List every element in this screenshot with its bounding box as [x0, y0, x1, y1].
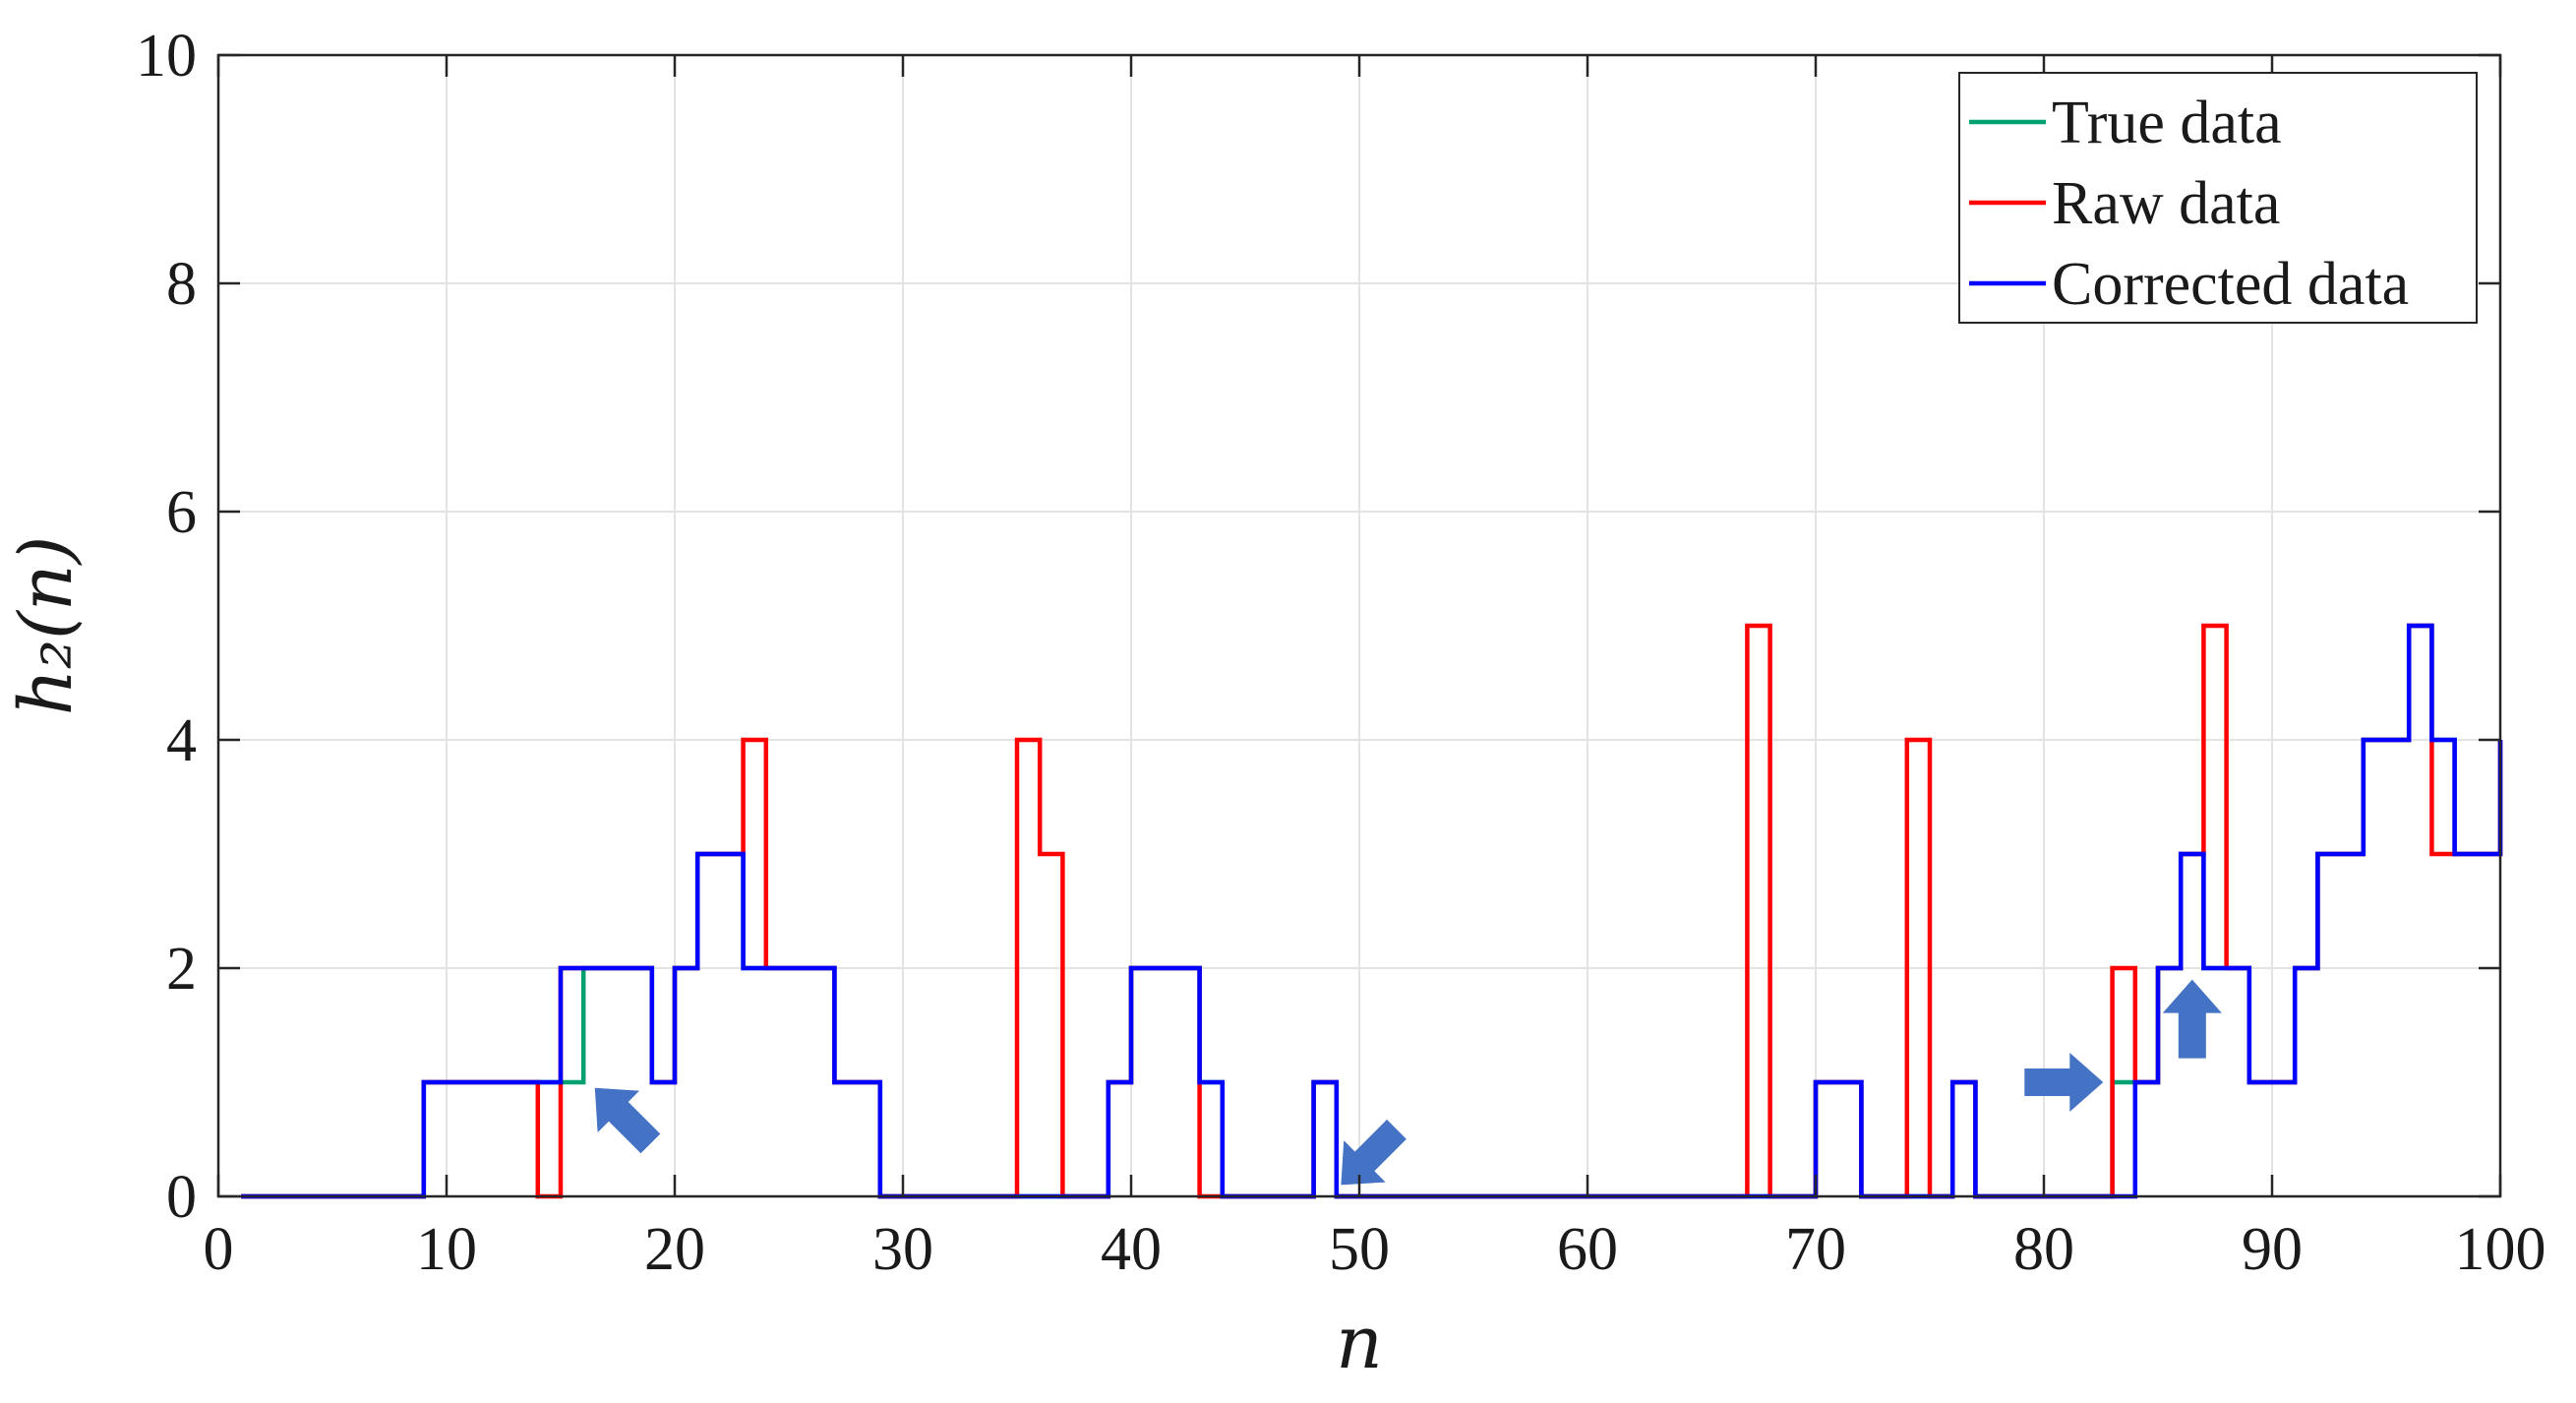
y-tick-label: 6: [166, 479, 197, 546]
x-tick-label: 80: [2013, 1216, 2074, 1283]
legend-box: [1958, 72, 2478, 324]
annotation-arrow-down-left: [1341, 1119, 1407, 1186]
x-tick-label: 70: [1785, 1216, 1846, 1283]
y-tick-label: 2: [166, 936, 197, 1003]
x-axis-title: n: [1336, 1301, 1383, 1385]
legend: True data Raw data Corrected data: [1958, 72, 2478, 324]
x-tick-label: 0: [204, 1216, 234, 1283]
y-tick-label: 8: [166, 251, 197, 318]
annotation-arrow-up-left: [594, 1087, 661, 1154]
x-tick-label: 90: [2242, 1216, 2303, 1283]
x-tick-label: 30: [872, 1216, 933, 1283]
x-tick-label: 50: [1329, 1216, 1390, 1283]
y-tick-label: 4: [166, 707, 197, 774]
legend-label-raw-data: Raw data: [2052, 170, 2280, 237]
annotation-arrow-up: [2162, 979, 2222, 1059]
y-tick-label: 0: [166, 1164, 197, 1231]
legend-label-corrected-data: Corrected data: [2052, 251, 2409, 318]
x-tick-label: 20: [644, 1216, 705, 1283]
axis-tick-labels: 0 10 20 30 40 50 60 70 80 90 100 0 2 4 6 8 10: [136, 23, 2546, 1283]
legend-label-true-data: True data: [2052, 90, 2282, 156]
x-tick-label: 40: [1101, 1216, 1162, 1283]
y-axis-title: h₂(n): [4, 536, 89, 716]
y-tick-label: 10: [136, 23, 197, 90]
x-tick-label: 60: [1557, 1216, 1618, 1283]
x-tick-label: 100: [2455, 1216, 2546, 1283]
annotation-arrow-right: [2024, 1053, 2104, 1112]
axis-ticks: [216, 53, 2502, 1198]
x-tick-label: 10: [416, 1216, 477, 1283]
annotation-arrows: [594, 979, 2222, 1186]
